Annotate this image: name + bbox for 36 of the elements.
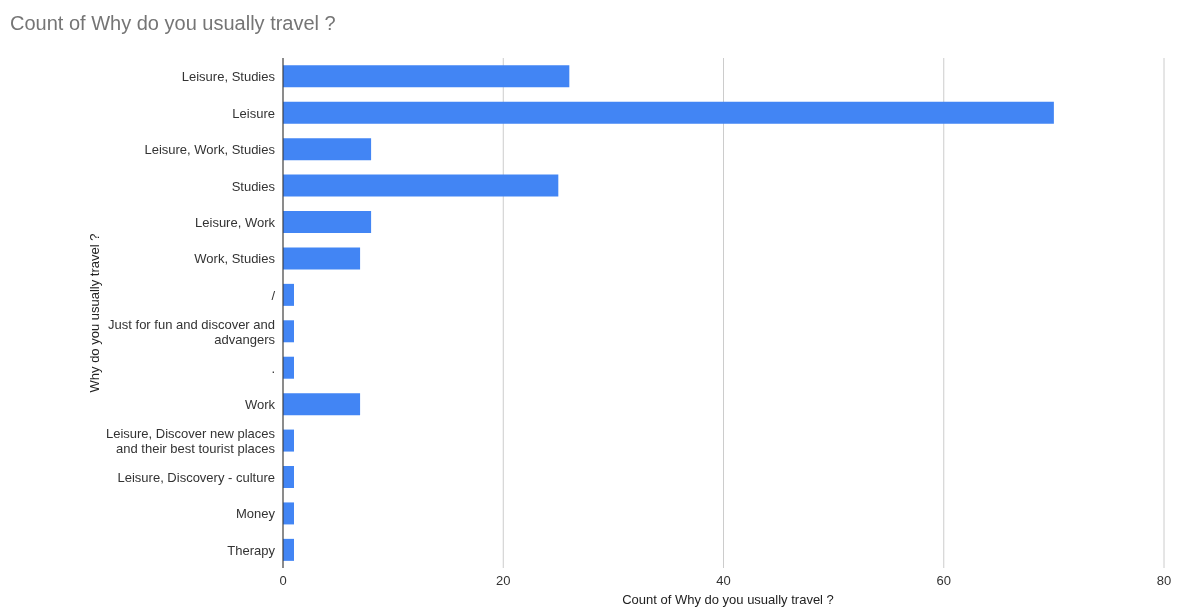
bar (283, 138, 372, 161)
chart-title: Count of Why do you usually travel ? (10, 12, 336, 35)
bar (283, 538, 295, 561)
x-tick-label: 20 (496, 573, 511, 589)
y-tick-label: Leisure, Work (195, 214, 276, 230)
x-tick-label: 0 (279, 573, 287, 589)
y-tick-label: Just for fun and discover and advangers (108, 316, 276, 347)
y-tick-label: Leisure, Discovery - culture (117, 469, 275, 485)
bar (283, 211, 372, 233)
bar (283, 174, 559, 197)
y-tick-label: Leisure, Discover new places and their best tourist places (105, 425, 276, 456)
bar (283, 65, 570, 88)
x-axis-title: Count of Why do you usually travel ? (621, 592, 835, 607)
y-tick-label: Leisure, Studies (181, 68, 276, 84)
y-tick-label: Therapy (227, 542, 276, 558)
x-tick-label: 80 (1156, 573, 1172, 589)
x-tick-label: 60 (936, 573, 951, 589)
bar (283, 247, 361, 270)
y-tick-label: Work, Studies (194, 250, 276, 266)
y-tick-label: Money (235, 505, 276, 521)
y-tick-label: Work (244, 396, 276, 412)
bar (283, 502, 295, 525)
y-tick-label: / (271, 287, 276, 303)
bar (283, 393, 361, 416)
bar (283, 466, 295, 488)
bar (283, 320, 295, 343)
y-tick-label: Studies (231, 178, 276, 193)
bar (283, 283, 295, 306)
y-axis-title: Why do you usually travel ? (86, 233, 102, 393)
x-tick-label: 40 (716, 573, 731, 589)
bar (283, 429, 295, 452)
y-tick-label: Leisure, Work, Studies (144, 141, 276, 157)
bar (283, 101, 1054, 124)
bar (283, 356, 295, 379)
y-tick-label: . (271, 360, 275, 376)
y-tick-label: Leisure (232, 105, 275, 121)
